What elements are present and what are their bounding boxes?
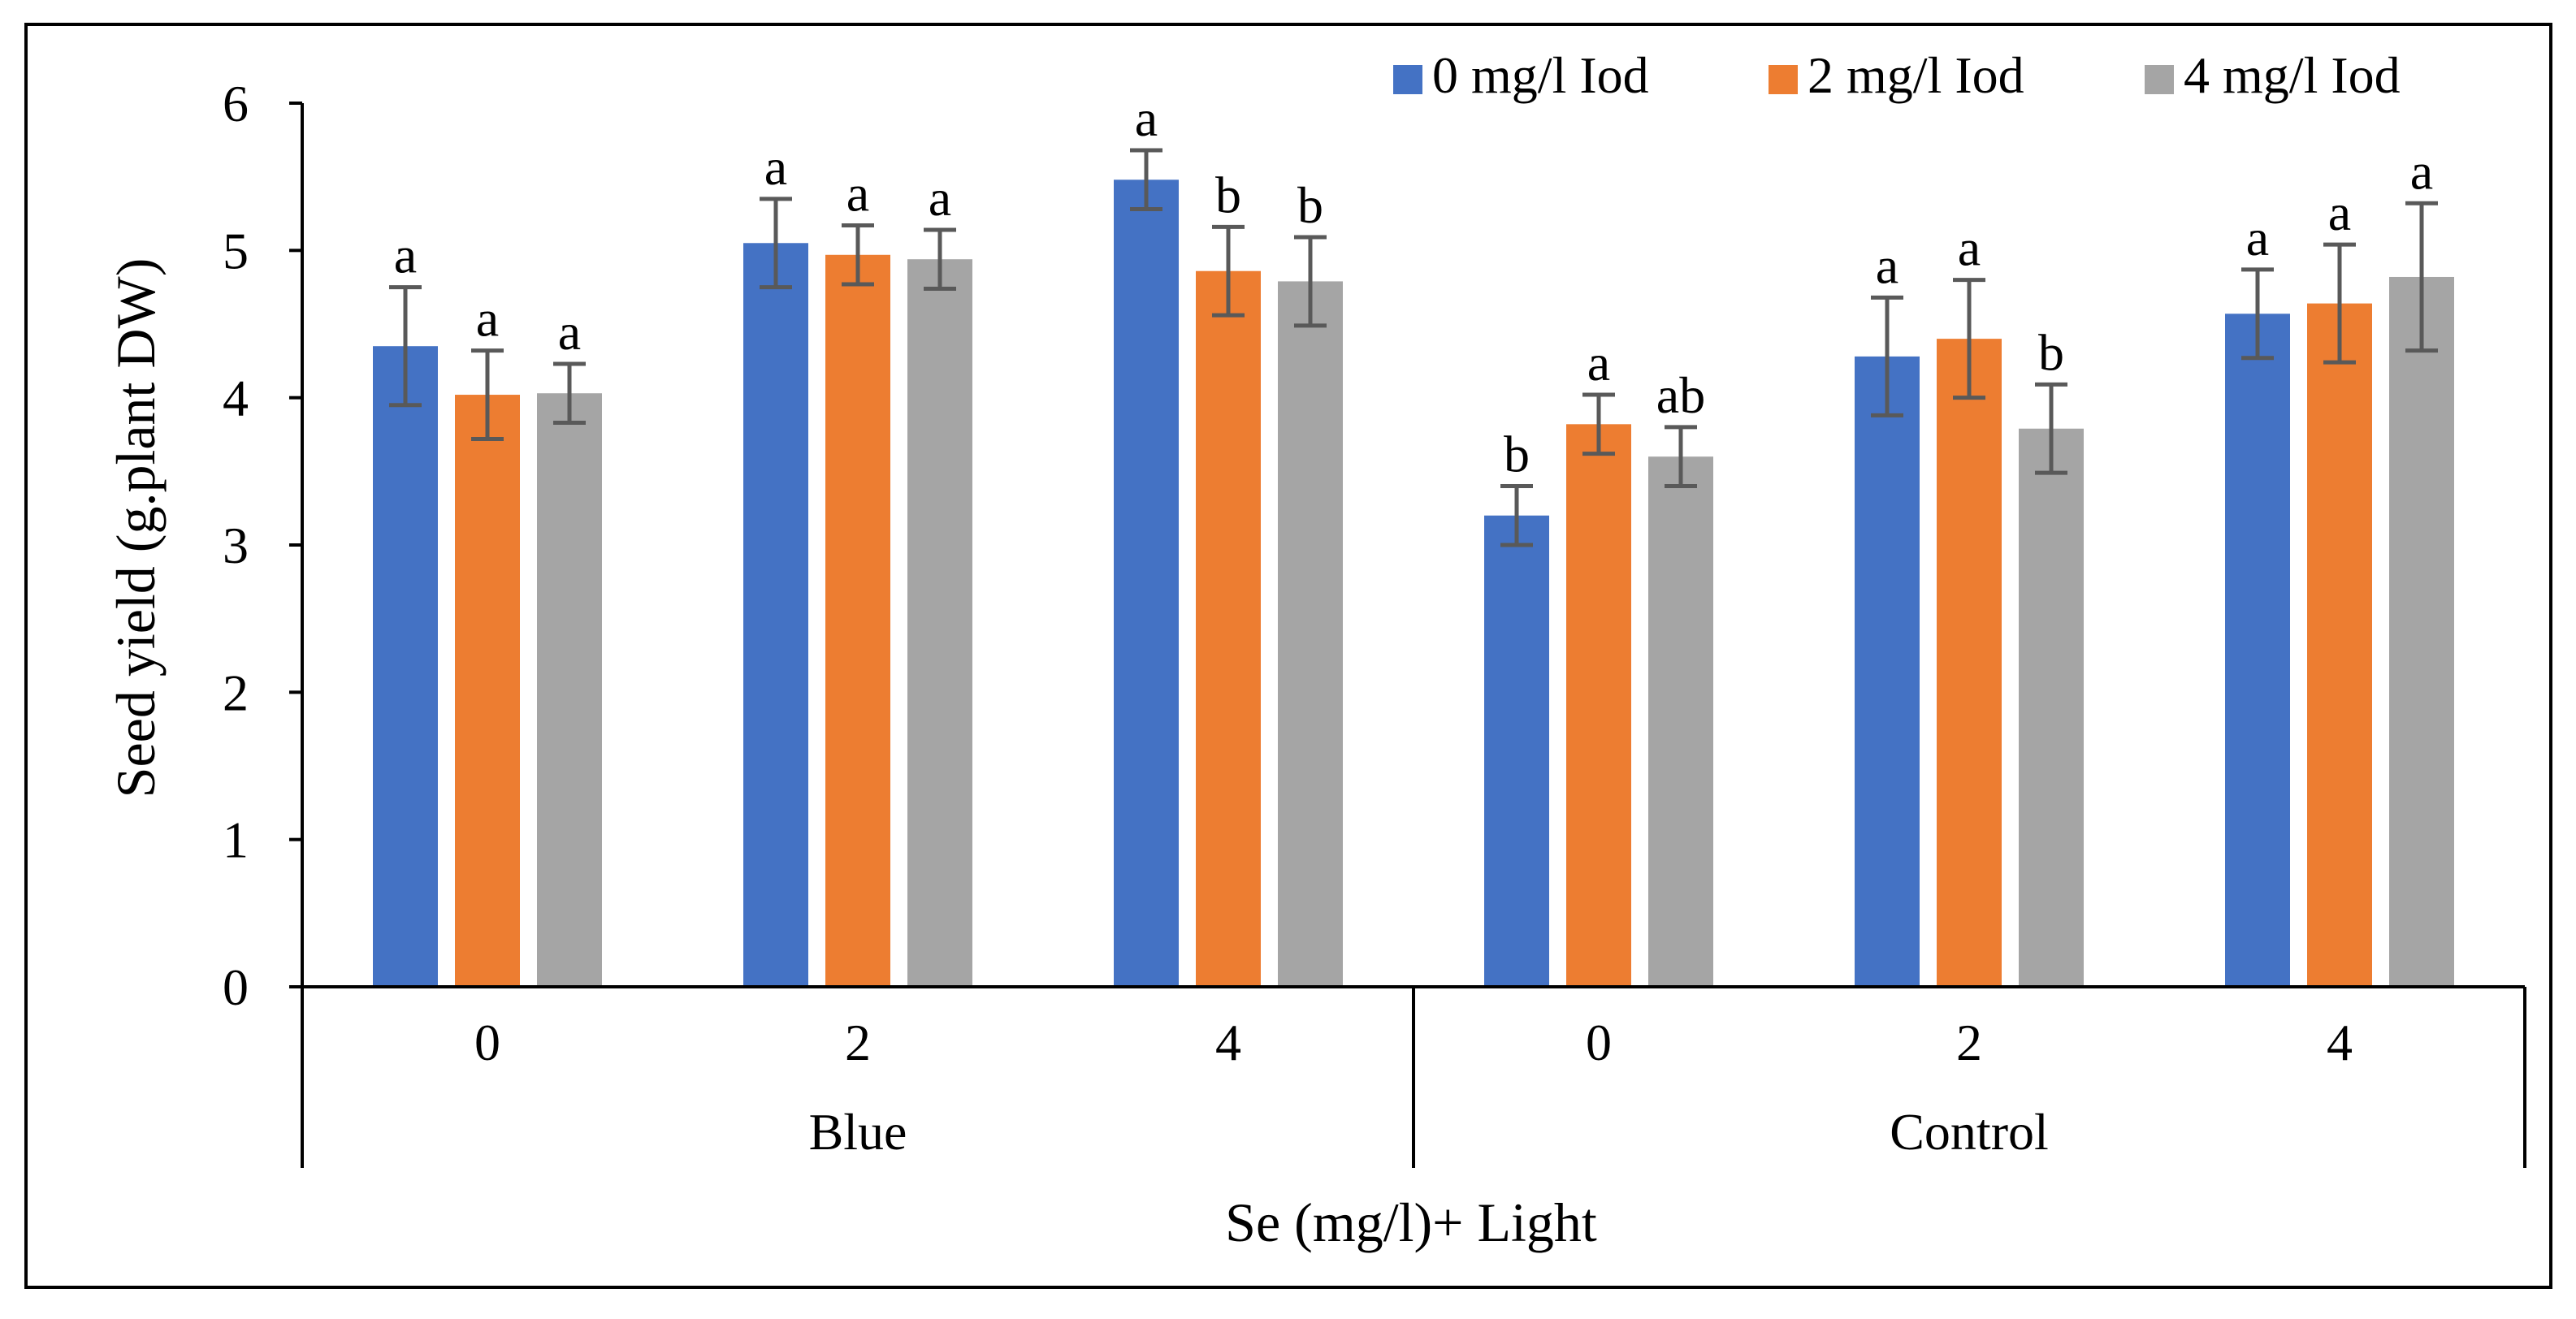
bar: [1114, 179, 1179, 987]
bar: [373, 346, 438, 987]
bar: [907, 259, 972, 987]
x-tick-label: 4: [1215, 1014, 1241, 1071]
bar: [2225, 314, 2290, 988]
significance-letter: a: [764, 138, 787, 196]
bar: [455, 395, 520, 987]
y-tick-label: 2: [223, 664, 249, 721]
significance-letter: b: [2038, 323, 2064, 381]
significance-letter: a: [2246, 209, 2269, 266]
legend-label: 4 mg/l Iod: [2184, 46, 2401, 104]
significance-letter: a: [929, 169, 951, 227]
bar: [1855, 356, 1920, 988]
legend-swatch: [2145, 65, 2174, 94]
significance-letter: b: [1504, 425, 1530, 482]
y-tick-label: 1: [223, 811, 249, 869]
significance-letter: a: [1876, 236, 1898, 294]
significance-letter: a: [394, 227, 417, 284]
bar: [537, 393, 602, 987]
axis-layer: 0 1 2 3 4 5 6 0 2 4 Blue 0 2 4 Control: [223, 75, 2526, 1168]
x-tick-label: 4: [2327, 1014, 2353, 1071]
y-tick-label: 5: [223, 222, 249, 279]
significance-letter: a: [1135, 89, 1158, 147]
y-axis-title: Seed yield (g.plant DW): [105, 258, 167, 798]
significance-letter: ab: [1656, 366, 1705, 424]
bar: [1196, 270, 1261, 988]
x-tick-label: 0: [1586, 1014, 1612, 1071]
bar: [1566, 424, 1631, 987]
significance-letter: a: [846, 165, 869, 223]
significance-letter: a: [2410, 142, 2433, 200]
significance-letter: a: [1958, 219, 1981, 277]
y-tick-label: 0: [223, 958, 249, 1016]
bar: [1278, 281, 1343, 987]
significance-letter: a: [476, 290, 499, 348]
significance-letter: b: [1297, 176, 1323, 234]
legend-swatch: [1769, 65, 1798, 94]
significance-letter: a: [1587, 334, 1610, 391]
legend-swatch: [1393, 65, 1422, 94]
bar: [2389, 276, 2454, 987]
group-label: Control: [1890, 1103, 2049, 1161]
x-tick-label: 2: [1956, 1014, 1982, 1071]
legend-label: 0 mg/l Iod: [1432, 46, 1649, 104]
bar: [1484, 515, 1549, 987]
bar: [2307, 303, 2372, 987]
y-tick-label: 3: [223, 517, 249, 574]
y-tick-label: 4: [223, 370, 249, 427]
group-label: Blue: [809, 1103, 907, 1161]
legend: 0 mg/l Iod 2 mg/l Iod 4 mg/l Iod: [1393, 46, 2401, 104]
bar: [1937, 339, 2002, 988]
bar: [2019, 428, 2084, 987]
significance-letter: a: [558, 303, 581, 361]
bar: [743, 243, 808, 987]
x-tick-label: 0: [474, 1014, 500, 1071]
x-tick-label: 2: [845, 1014, 871, 1071]
y-tick-label: 6: [223, 75, 249, 132]
legend-label: 2 mg/l Iod: [1808, 46, 2024, 104]
bar: [825, 254, 890, 988]
bar: [1648, 456, 1713, 987]
significance-letter: a: [2328, 184, 2351, 241]
x-axis-title: Se (mg/l)+ Light: [1225, 1191, 1597, 1253]
significance-letter: b: [1215, 166, 1241, 223]
